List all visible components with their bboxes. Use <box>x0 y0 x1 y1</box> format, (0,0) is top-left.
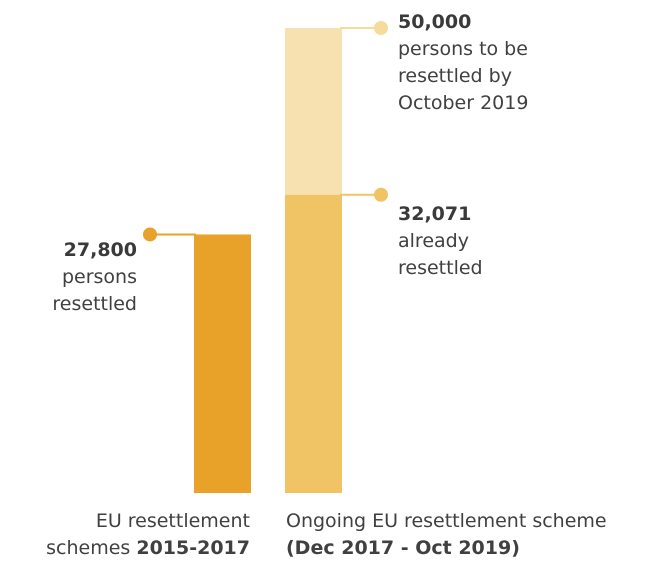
left-value-label: 27,800 <box>63 239 137 261</box>
already-label-line-2: resettled <box>398 257 483 279</box>
bar-already-resettled <box>285 194 342 494</box>
right-category-label: Ongoing EU resettlement scheme (Dec 2017… <box>286 508 656 562</box>
left-category-normal: schemes <box>46 537 137 559</box>
target-label-line-2: resettled by <box>398 65 512 87</box>
left-category-label: EU resettlement schemes 2015-2017 <box>0 508 250 562</box>
left-annotation: 27,800 persons resettled <box>20 237 137 318</box>
left-category-line-1: EU resettlement <box>95 510 250 532</box>
marker-2015-2017 <box>143 227 157 242</box>
right-category-line-2: (Dec 2017 - Oct 2019) <box>286 537 520 559</box>
marker-already <box>374 187 388 202</box>
already-value-label: 32,071 <box>398 203 472 225</box>
already-label-line-1: already <box>398 230 469 252</box>
right-category-line-1: Ongoing EU resettlement scheme <box>286 510 607 532</box>
already-annotation: 32,071 already resettled <box>398 201 483 282</box>
marker-target <box>374 21 388 35</box>
left-category-bold: 2015-2017 <box>136 537 250 559</box>
bar-2015-2017 <box>194 234 251 493</box>
left-label-line-1: persons <box>61 266 137 288</box>
target-value-label: 50,000 <box>398 11 472 33</box>
target-label-line-1: persons to be <box>398 38 528 60</box>
target-label-line-3: October 2019 <box>398 92 529 114</box>
target-annotation: 50,000 persons to be resettled by Octobe… <box>398 9 528 117</box>
left-category-line-2: schemes 2015-2017 <box>0 535 250 562</box>
bar-target-remaining <box>285 28 342 195</box>
left-label-line-2: resettled <box>52 293 137 315</box>
